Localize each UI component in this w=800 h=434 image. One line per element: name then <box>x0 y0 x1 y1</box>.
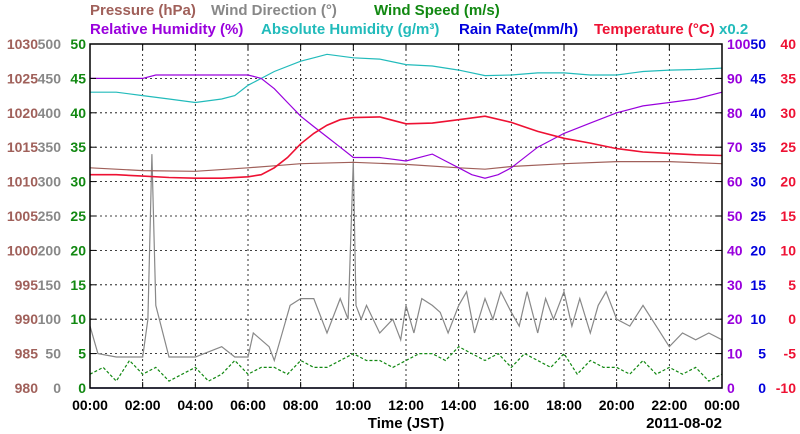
x-tick-label: 18:00 <box>546 397 582 413</box>
y-tick-label-rh: 0 <box>727 380 735 396</box>
y-tick-label-wind-speed: 0 <box>78 380 86 396</box>
x-tick-label: 22:00 <box>651 397 687 413</box>
y-tick-label-wind-speed: 45 <box>70 70 86 86</box>
y-tick-label-wind-dir: 200 <box>38 242 62 258</box>
x-axis-label: Time (JST) <box>368 415 444 432</box>
y-tick-label-rain: 20 <box>750 242 766 258</box>
x-tick-label: 12:00 <box>388 397 424 413</box>
y-tick-label-temp: 20 <box>780 174 796 190</box>
y-tick-label-temp: 15 <box>780 208 796 224</box>
y-tick-label-rain: 30 <box>750 174 766 190</box>
y-tick-label-wind-dir: 0 <box>53 380 61 396</box>
y-tick-label-rh: 40 <box>727 242 743 258</box>
legend-rain-rate: Rain Rate(mm/h) <box>459 21 578 38</box>
y-tick-label-rh: 30 <box>727 277 743 293</box>
grid <box>90 44 722 388</box>
y-tick-label-rh: 80 <box>727 105 743 121</box>
y-tick-label-pressure: 1025 <box>7 70 38 86</box>
y-tick-label-wind-dir: 150 <box>38 277 62 293</box>
y-tick-label-temp: 35 <box>780 70 796 86</box>
tick-layer: 00:00 02:00 04:00 06:00 08:00 10:00 12:00 14:00… <box>7 36 796 413</box>
y-tick-label-rh: 70 <box>727 139 743 155</box>
y-tick-label-pressure: 995 <box>15 277 39 293</box>
x-tick-label: 06:00 <box>230 397 266 413</box>
y-tick-label-pressure: 1020 <box>7 105 38 121</box>
y-tick-label-wind-dir: 50 <box>45 346 61 362</box>
series-temperature-c <box>90 115 723 179</box>
x-tick-label: 10:00 <box>335 397 371 413</box>
legend-temperature: Temperature (°C) <box>594 21 715 38</box>
y-tick-label-rh: 100 <box>727 36 751 52</box>
y-tick-label-wind-speed: 50 <box>70 36 86 52</box>
y-tick-label-rh: 20 <box>727 311 743 327</box>
y-tick-label-temp: 30 <box>780 105 796 121</box>
y-tick-label-wind-speed: 30 <box>70 174 86 190</box>
y-tick-label-temp: 5 <box>788 277 796 293</box>
y-tick-label-wind-dir: 100 <box>38 311 62 327</box>
y-tick-label-rain: 25 <box>750 208 766 224</box>
y-tick-label-temp: 0 <box>788 311 796 327</box>
y-tick-label-rain: 10 <box>750 311 766 327</box>
y-tick-label-wind-speed: 15 <box>70 277 86 293</box>
y-tick-label-rain: 35 <box>750 139 766 155</box>
y-tick-label-rain: 0 <box>758 380 766 396</box>
y-tick-label-pressure: 1005 <box>7 208 38 224</box>
y-tick-label-wind-speed: 5 <box>78 346 86 362</box>
y-tick-label-wind-dir: 400 <box>38 105 62 121</box>
series-wind-direction <box>89 154 723 363</box>
y-tick-label-wind-speed: 35 <box>70 139 86 155</box>
y-tick-label-temp: 25 <box>780 139 796 155</box>
y-tick-label-temp: 40 <box>780 36 796 52</box>
x-tick-label: 00:00 <box>704 397 740 413</box>
y-tick-label-rh: 10 <box>727 346 743 362</box>
y-tick-label-temp: -10 <box>776 380 796 396</box>
legend-absolute-humidity-scale: x0.2 <box>719 21 748 38</box>
x-tick-label: 16:00 <box>493 397 529 413</box>
x-tick-label: 20:00 <box>599 397 635 413</box>
y-tick-label-wind-dir: 350 <box>38 139 62 155</box>
series-absolute-humidity-g-m <box>90 53 723 104</box>
y-tick-label-wind-dir: 450 <box>38 70 62 86</box>
y-tick-label-rh: 90 <box>727 70 743 86</box>
y-tick-label-pressure: 1010 <box>7 174 38 190</box>
y-tick-label-wind-dir: 300 <box>38 174 62 190</box>
y-tick-label-pressure: 1015 <box>7 139 38 155</box>
series-wind-speed-m-s <box>89 345 723 383</box>
legend-absolute-humidity: Absolute Humidity (g/m³) <box>261 21 439 38</box>
x-tick-label: 08:00 <box>283 397 319 413</box>
x-tick-label: 14:00 <box>441 397 477 413</box>
y-tick-label-pressure: 1030 <box>7 36 38 52</box>
date-label: 2011-08-02 <box>646 415 722 432</box>
y-tick-label-pressure: 985 <box>15 346 39 362</box>
y-tick-label-pressure: 1000 <box>7 242 38 258</box>
y-tick-label-rain: 5 <box>758 346 766 362</box>
x-tick-label: 04:00 <box>177 397 213 413</box>
y-tick-label-wind-speed: 40 <box>70 105 86 121</box>
y-tick-label-pressure: 980 <box>15 380 39 396</box>
legend-wind-speed: Wind Speed (m/s) <box>374 2 500 19</box>
y-tick-label-wind-dir: 500 <box>38 36 62 52</box>
y-tick-label-rh: 50 <box>727 208 743 224</box>
y-tick-label-rh: 60 <box>727 174 743 190</box>
y-tick-label-wind-speed: 25 <box>70 208 86 224</box>
y-tick-label-rain: 45 <box>750 70 766 86</box>
y-tick-label-wind-speed: 10 <box>70 311 86 327</box>
legend-relative-humidity: Relative Humidity (%) <box>90 21 243 38</box>
y-tick-label-wind-speed: 20 <box>70 242 86 258</box>
legend-wind-direction: Wind Direction (°) <box>211 2 337 19</box>
x-tick-label: 00:00 <box>72 397 108 413</box>
series-relative-humidity <box>90 74 723 179</box>
y-tick-label-rain: 15 <box>750 277 766 293</box>
legend-pressure: Pressure (hPa) <box>90 2 196 19</box>
y-tick-label-rain: 50 <box>750 36 766 52</box>
y-tick-label-pressure: 990 <box>15 311 39 327</box>
x-tick-label: 02:00 <box>125 397 161 413</box>
y-tick-label-temp: -5 <box>784 346 797 362</box>
series-pressure-hpa <box>89 161 723 172</box>
y-tick-label-rain: 40 <box>750 105 766 121</box>
y-tick-label-temp: 10 <box>780 242 796 258</box>
y-tick-label-wind-dir: 250 <box>38 208 62 224</box>
